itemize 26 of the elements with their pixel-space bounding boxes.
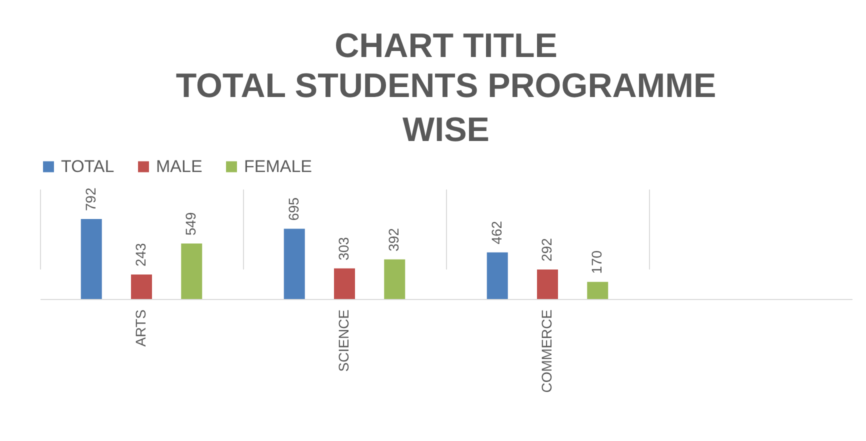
legend-label: TOTAL: [61, 156, 114, 176]
x-tick-label: ARTS: [132, 310, 148, 347]
bar: [486, 252, 508, 299]
bar: [384, 259, 406, 299]
x-tick-label: COMMERCE: [538, 310, 554, 393]
data-label: 462: [488, 220, 504, 244]
data-label: 695: [285, 197, 302, 221]
bar: [131, 274, 152, 299]
legend-label: MALE: [156, 156, 202, 176]
bar: [587, 282, 608, 299]
data-label: 243: [132, 242, 148, 266]
data-label: 792: [82, 187, 98, 211]
bar: [80, 219, 102, 299]
data-label: 292: [538, 238, 554, 262]
bar: [334, 268, 355, 299]
legend-label: FEMALE: [244, 156, 312, 176]
x-tick-label: SCIENCE: [336, 310, 352, 372]
data-label: 303: [336, 236, 352, 260]
bar: [284, 228, 305, 299]
bar: [181, 244, 202, 299]
chart-title: CHART TITLE: [334, 27, 558, 65]
chart-subtitle: TOTAL STUDENTS PROGRAMME WISE: [176, 67, 716, 149]
data-label: 392: [386, 228, 402, 252]
data-label: 549: [182, 212, 199, 236]
bar: [537, 270, 558, 299]
data-label: 170: [588, 250, 605, 274]
